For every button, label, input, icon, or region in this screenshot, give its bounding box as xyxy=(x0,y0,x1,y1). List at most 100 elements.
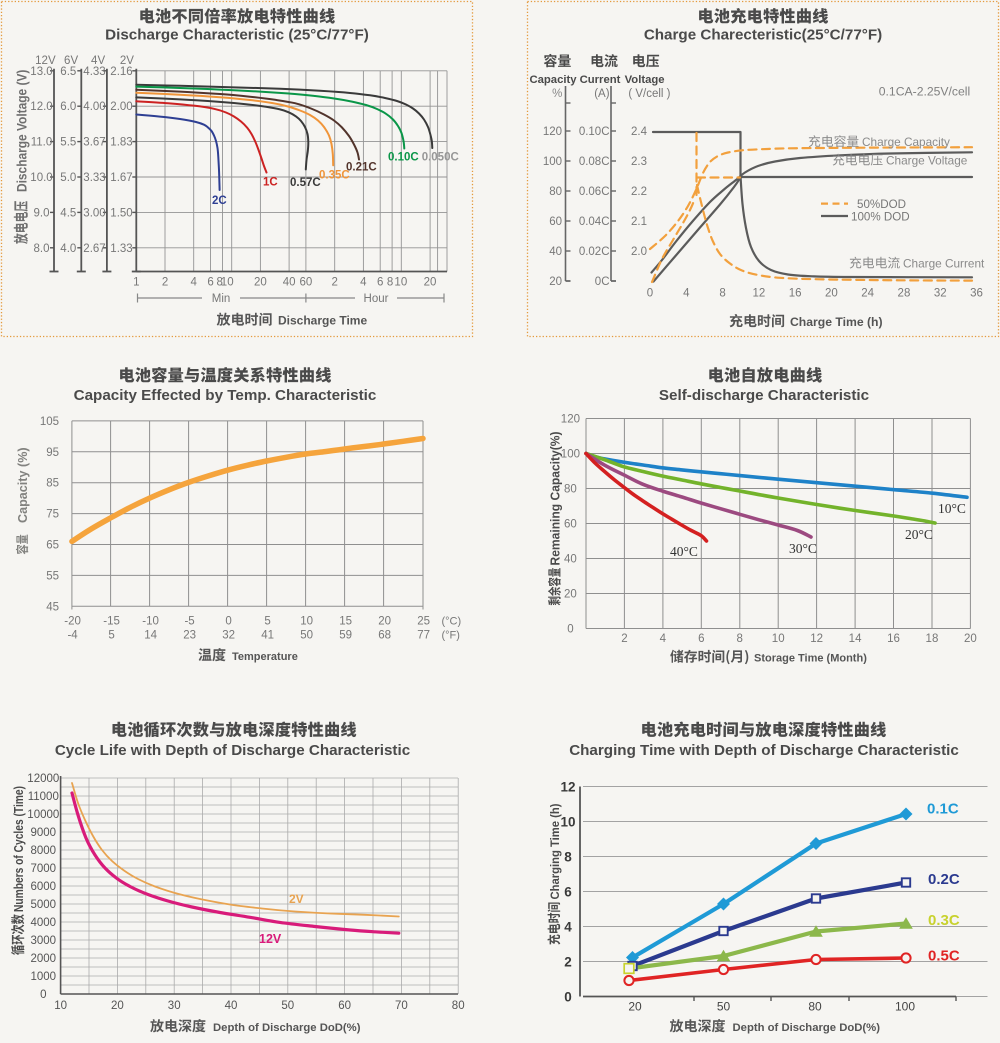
svg-text:32: 32 xyxy=(222,629,235,641)
svg-text:8000: 8000 xyxy=(31,845,57,857)
svg-text:0.10C: 0.10C xyxy=(388,152,419,164)
svg-text:( V/cell ): ( V/cell ) xyxy=(628,88,670,100)
svg-text:10: 10 xyxy=(54,1000,67,1012)
svg-text:80: 80 xyxy=(549,186,562,198)
svg-text:10000: 10000 xyxy=(27,809,59,821)
svg-text:6: 6 xyxy=(564,885,572,900)
svg-text:0: 0 xyxy=(40,989,46,1001)
svg-text:5.0: 5.0 xyxy=(60,172,76,184)
svg-text:55: 55 xyxy=(46,570,59,582)
svg-text:Depth of Discharge DoD(%): Depth of Discharge DoD(%) xyxy=(213,1022,361,1034)
svg-text:5000: 5000 xyxy=(31,899,57,911)
svg-text:Numbers of Cycles (Time): Numbers of Cycles (Time) xyxy=(12,786,26,912)
svg-text:10: 10 xyxy=(300,616,313,628)
svg-text:0: 0 xyxy=(567,624,573,636)
svg-text:8: 8 xyxy=(737,633,743,645)
svg-text:Capacity: Capacity xyxy=(529,74,577,86)
svg-text:18: 18 xyxy=(926,633,939,645)
svg-text:9.0: 9.0 xyxy=(34,207,50,219)
svg-text:16: 16 xyxy=(789,288,802,300)
svg-text:20°C: 20°C xyxy=(905,527,933,542)
svg-text:12.0: 12.0 xyxy=(30,101,52,113)
svg-text:%: % xyxy=(552,88,562,100)
svg-text:3000: 3000 xyxy=(31,935,57,947)
svg-text:0: 0 xyxy=(225,616,231,628)
svg-text:50: 50 xyxy=(281,1000,294,1012)
svg-text:0.10C: 0.10C xyxy=(579,126,610,138)
svg-text:60: 60 xyxy=(338,1000,351,1012)
svg-text:2: 2 xyxy=(621,633,627,645)
svg-text:20: 20 xyxy=(424,277,437,289)
svg-text:4000: 4000 xyxy=(31,917,57,929)
svg-text:8: 8 xyxy=(719,288,725,300)
svg-text:8.0: 8.0 xyxy=(34,243,50,255)
svg-text:4: 4 xyxy=(660,633,667,645)
svg-text:-5: -5 xyxy=(184,616,194,628)
svg-text:4V: 4V xyxy=(91,55,105,67)
svg-text:2.1: 2.1 xyxy=(631,216,647,228)
svg-text:Temperature: Temperature xyxy=(232,651,298,663)
svg-text:10°C: 10°C xyxy=(938,501,966,516)
svg-text:1.50: 1.50 xyxy=(110,207,132,219)
svg-text:5: 5 xyxy=(264,616,270,628)
svg-text:40: 40 xyxy=(564,554,577,566)
svg-text:105: 105 xyxy=(40,416,59,428)
svg-text:20: 20 xyxy=(111,1000,124,1012)
svg-text:2000: 2000 xyxy=(31,953,57,965)
svg-text:4.0: 4.0 xyxy=(60,243,76,255)
svg-text:4.00: 4.00 xyxy=(83,101,105,113)
svg-text:0.050C: 0.050C xyxy=(422,152,459,164)
svg-text:30°C: 30°C xyxy=(789,541,817,556)
svg-text:40: 40 xyxy=(283,277,296,289)
svg-text:4.5: 4.5 xyxy=(60,207,76,219)
svg-text:0.21C: 0.21C xyxy=(346,162,377,174)
svg-text:Charge Charecteristic(25°C/77°: Charge Charecteristic(25°C/77°F) xyxy=(644,27,882,44)
svg-text:Discharge Voltage (V): Discharge Voltage (V) xyxy=(15,70,30,192)
svg-text:75: 75 xyxy=(46,509,59,521)
svg-text:14: 14 xyxy=(144,629,157,641)
svg-text:2.16: 2.16 xyxy=(110,66,132,78)
svg-text:Discharge Characteristic (25°C: Discharge Characteristic (25°C/77°F) xyxy=(105,27,369,44)
svg-text:Charging Time (h): Charging Time (h) xyxy=(548,804,562,900)
svg-text:1.33: 1.33 xyxy=(110,243,132,255)
svg-text:70: 70 xyxy=(395,1000,408,1012)
svg-text:0.02C: 0.02C xyxy=(579,246,610,258)
svg-text:Storage Time (Month): Storage Time (Month) xyxy=(754,653,867,665)
svg-text:12: 12 xyxy=(560,780,575,795)
svg-text:100: 100 xyxy=(543,156,562,168)
svg-text:Remaining Capacity(%): Remaining Capacity(%) xyxy=(549,432,563,566)
svg-text:12: 12 xyxy=(752,288,765,300)
svg-text:85: 85 xyxy=(46,478,59,490)
svg-text:0.2C: 0.2C xyxy=(928,871,960,888)
svg-text:60: 60 xyxy=(564,519,577,531)
svg-text:2V: 2V xyxy=(120,55,134,67)
svg-text:9000: 9000 xyxy=(31,827,57,839)
svg-text:2.67: 2.67 xyxy=(83,243,105,255)
svg-text:20: 20 xyxy=(825,288,838,300)
svg-text:20: 20 xyxy=(564,589,577,601)
svg-text:59: 59 xyxy=(339,629,352,641)
svg-text:6: 6 xyxy=(377,277,383,289)
svg-text:10: 10 xyxy=(221,277,234,289)
svg-text:40°C: 40°C xyxy=(670,544,698,559)
svg-text:3.33: 3.33 xyxy=(83,172,105,184)
svg-text:2.4: 2.4 xyxy=(631,126,648,138)
svg-text:50%DOD: 50%DOD xyxy=(857,198,906,211)
svg-text:77: 77 xyxy=(417,629,430,641)
svg-text:6000: 6000 xyxy=(31,881,57,893)
svg-text:30: 30 xyxy=(168,1000,181,1012)
svg-text:1000: 1000 xyxy=(31,971,57,983)
svg-text:Self-discharge Characteristic: Self-discharge Characteristic xyxy=(659,387,869,404)
svg-text:5.5: 5.5 xyxy=(60,137,76,149)
svg-text:6: 6 xyxy=(698,633,704,645)
svg-text:20: 20 xyxy=(378,616,391,628)
svg-text:Capacity (%): Capacity (%) xyxy=(16,447,30,523)
svg-text:Cycle Life with Depth of Disch: Cycle Life with Depth of Discharge Chara… xyxy=(55,742,410,759)
svg-text:0.35C: 0.35C xyxy=(319,170,350,182)
svg-text:6V: 6V xyxy=(64,55,78,67)
svg-text:-4: -4 xyxy=(67,629,78,641)
svg-text:120: 120 xyxy=(543,126,562,138)
svg-text:0.57C: 0.57C xyxy=(290,177,321,189)
svg-text:3.00: 3.00 xyxy=(83,207,105,219)
svg-text:4: 4 xyxy=(360,277,367,289)
